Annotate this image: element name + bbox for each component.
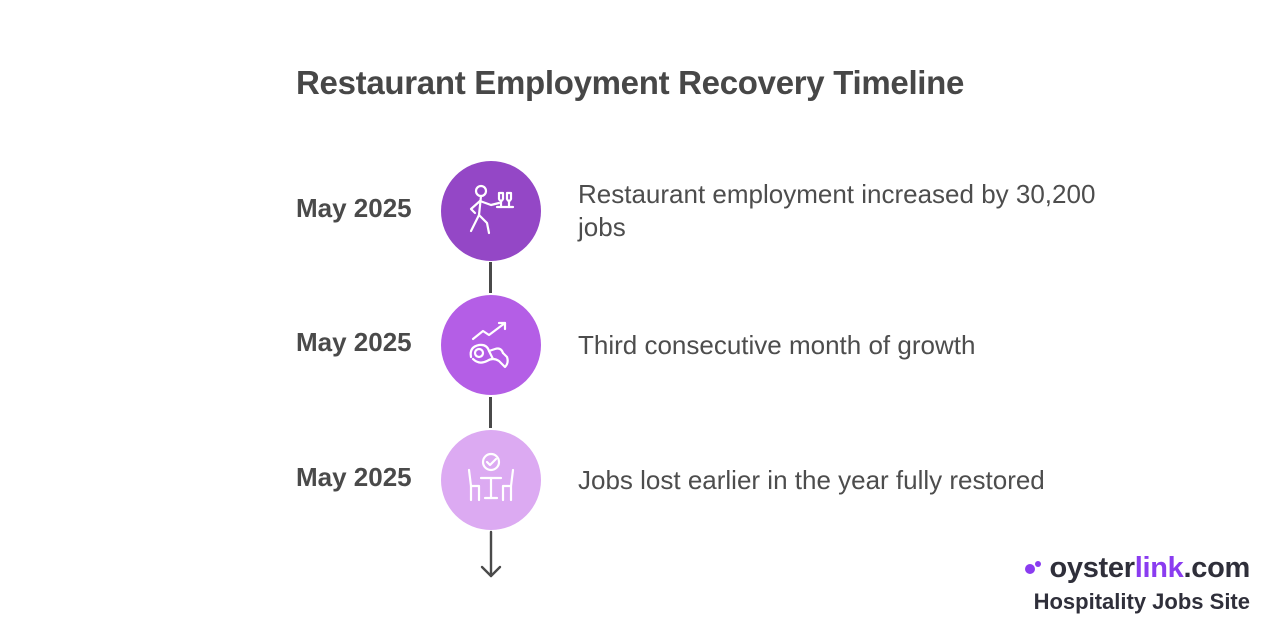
timeline-node — [441, 295, 541, 395]
brand-com: .com — [1183, 552, 1251, 584]
brand-tagline: Hospitality Jobs Site — [1033, 589, 1250, 614]
timeline-date: May 2025 — [296, 462, 412, 492]
brand-oyster: oyster — [1049, 552, 1135, 584]
timeline-item: May 2025 Third consecutive month of grow… — [0, 295, 1280, 395]
brand-wordmark: oyster link .com — [1023, 552, 1250, 585]
timeline-item: May 2025 Jobs lost earlier in the year f… — [0, 430, 1280, 530]
timeline-date: May 2025 — [296, 327, 412, 357]
oyster-logo-icon — [1025, 560, 1042, 574]
timeline-description: Restaurant employment increased by 30,20… — [578, 179, 1096, 242]
waiter-icon — [469, 184, 515, 235]
timeline-node — [441, 161, 541, 261]
timeline-arrow-icon — [480, 530, 502, 578]
growth-recovery-icon — [469, 321, 509, 369]
timeline-description: Third consecutive month of growth — [578, 330, 976, 360]
timeline-description: Jobs lost earlier in the year fully rest… — [578, 465, 1045, 495]
brand-logo: oyster link .com Hospitality Jobs Site — [1023, 552, 1250, 615]
timeline-item: May 2025 Restaurant employment increased… — [0, 161, 1280, 261]
brand-link: link — [1134, 552, 1184, 584]
timeline-connector — [489, 397, 492, 428]
timeline-date: May 2025 — [296, 193, 412, 223]
restored-table-icon — [467, 452, 515, 502]
timeline-connector — [489, 262, 492, 293]
page-title: Restaurant Employment Recovery Timeline — [296, 64, 965, 101]
timeline-node — [441, 430, 541, 530]
